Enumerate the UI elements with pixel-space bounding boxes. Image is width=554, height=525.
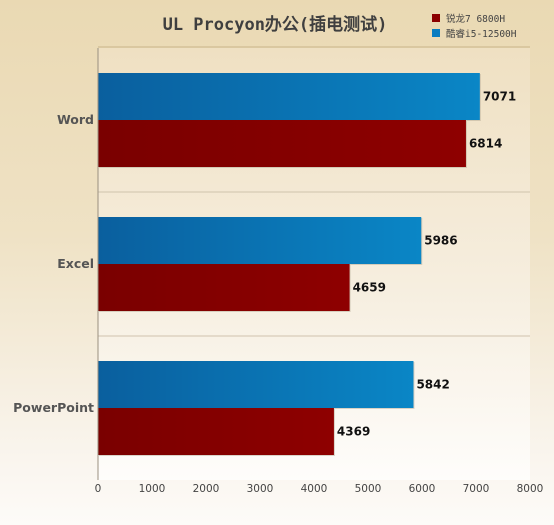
x-tick-label: 1000 xyxy=(139,483,166,495)
category-label-excel: Excel xyxy=(57,256,94,271)
bar-powerpoint-series-1 xyxy=(98,408,334,455)
bar-powerpoint-series-2 xyxy=(98,361,414,408)
category-label-word: Word xyxy=(57,112,94,127)
bar-word-series-2 xyxy=(98,73,480,120)
legend-label-series-2: 酷睿i5-12500H xyxy=(446,28,517,40)
category-label-powerpoint: PowerPoint xyxy=(13,400,94,415)
x-tick-label: 2000 xyxy=(193,483,220,495)
data-label-word-series-2: 7071 xyxy=(483,90,516,104)
data-label-powerpoint-series-1: 4369 xyxy=(337,425,370,439)
x-tick-label: 3000 xyxy=(247,483,274,495)
data-label-word-series-1: 6814 xyxy=(469,137,502,151)
legend-swatch-series-2 xyxy=(432,29,440,37)
x-tick-label: 4000 xyxy=(301,483,328,495)
x-tick-label: 7000 xyxy=(463,483,490,495)
value-axis: 0 1000 2000 3000 4000 5000 6000 7000 8000 xyxy=(95,48,544,495)
bar-excel-series-2 xyxy=(98,217,422,264)
data-label-excel-series-2: 5986 xyxy=(424,234,457,248)
data-label-excel-series-1: 4659 xyxy=(353,281,386,295)
bar-excel-series-1 xyxy=(98,264,350,311)
data-label-powerpoint-series-2: 5842 xyxy=(416,378,449,392)
bars-layer: 7071 6814 5986 4659 5842 4369 xyxy=(98,73,530,456)
legend-swatch-series-1 xyxy=(432,14,440,22)
x-tick-label: 6000 xyxy=(409,483,436,495)
bar-word-series-1 xyxy=(98,120,466,167)
x-tick-label: 8000 xyxy=(517,483,544,495)
legend-label-series-1: 锐龙7 6800H xyxy=(446,13,505,25)
chart-title: UL Procyon办公(插电测试) xyxy=(163,14,388,35)
legend: 锐龙7 6800H 酷睿i5-12500H xyxy=(432,13,517,40)
x-tick-label: 0 xyxy=(95,483,102,495)
x-tick-label: 5000 xyxy=(355,483,382,495)
category-axis: Word Excel PowerPoint xyxy=(13,112,94,415)
